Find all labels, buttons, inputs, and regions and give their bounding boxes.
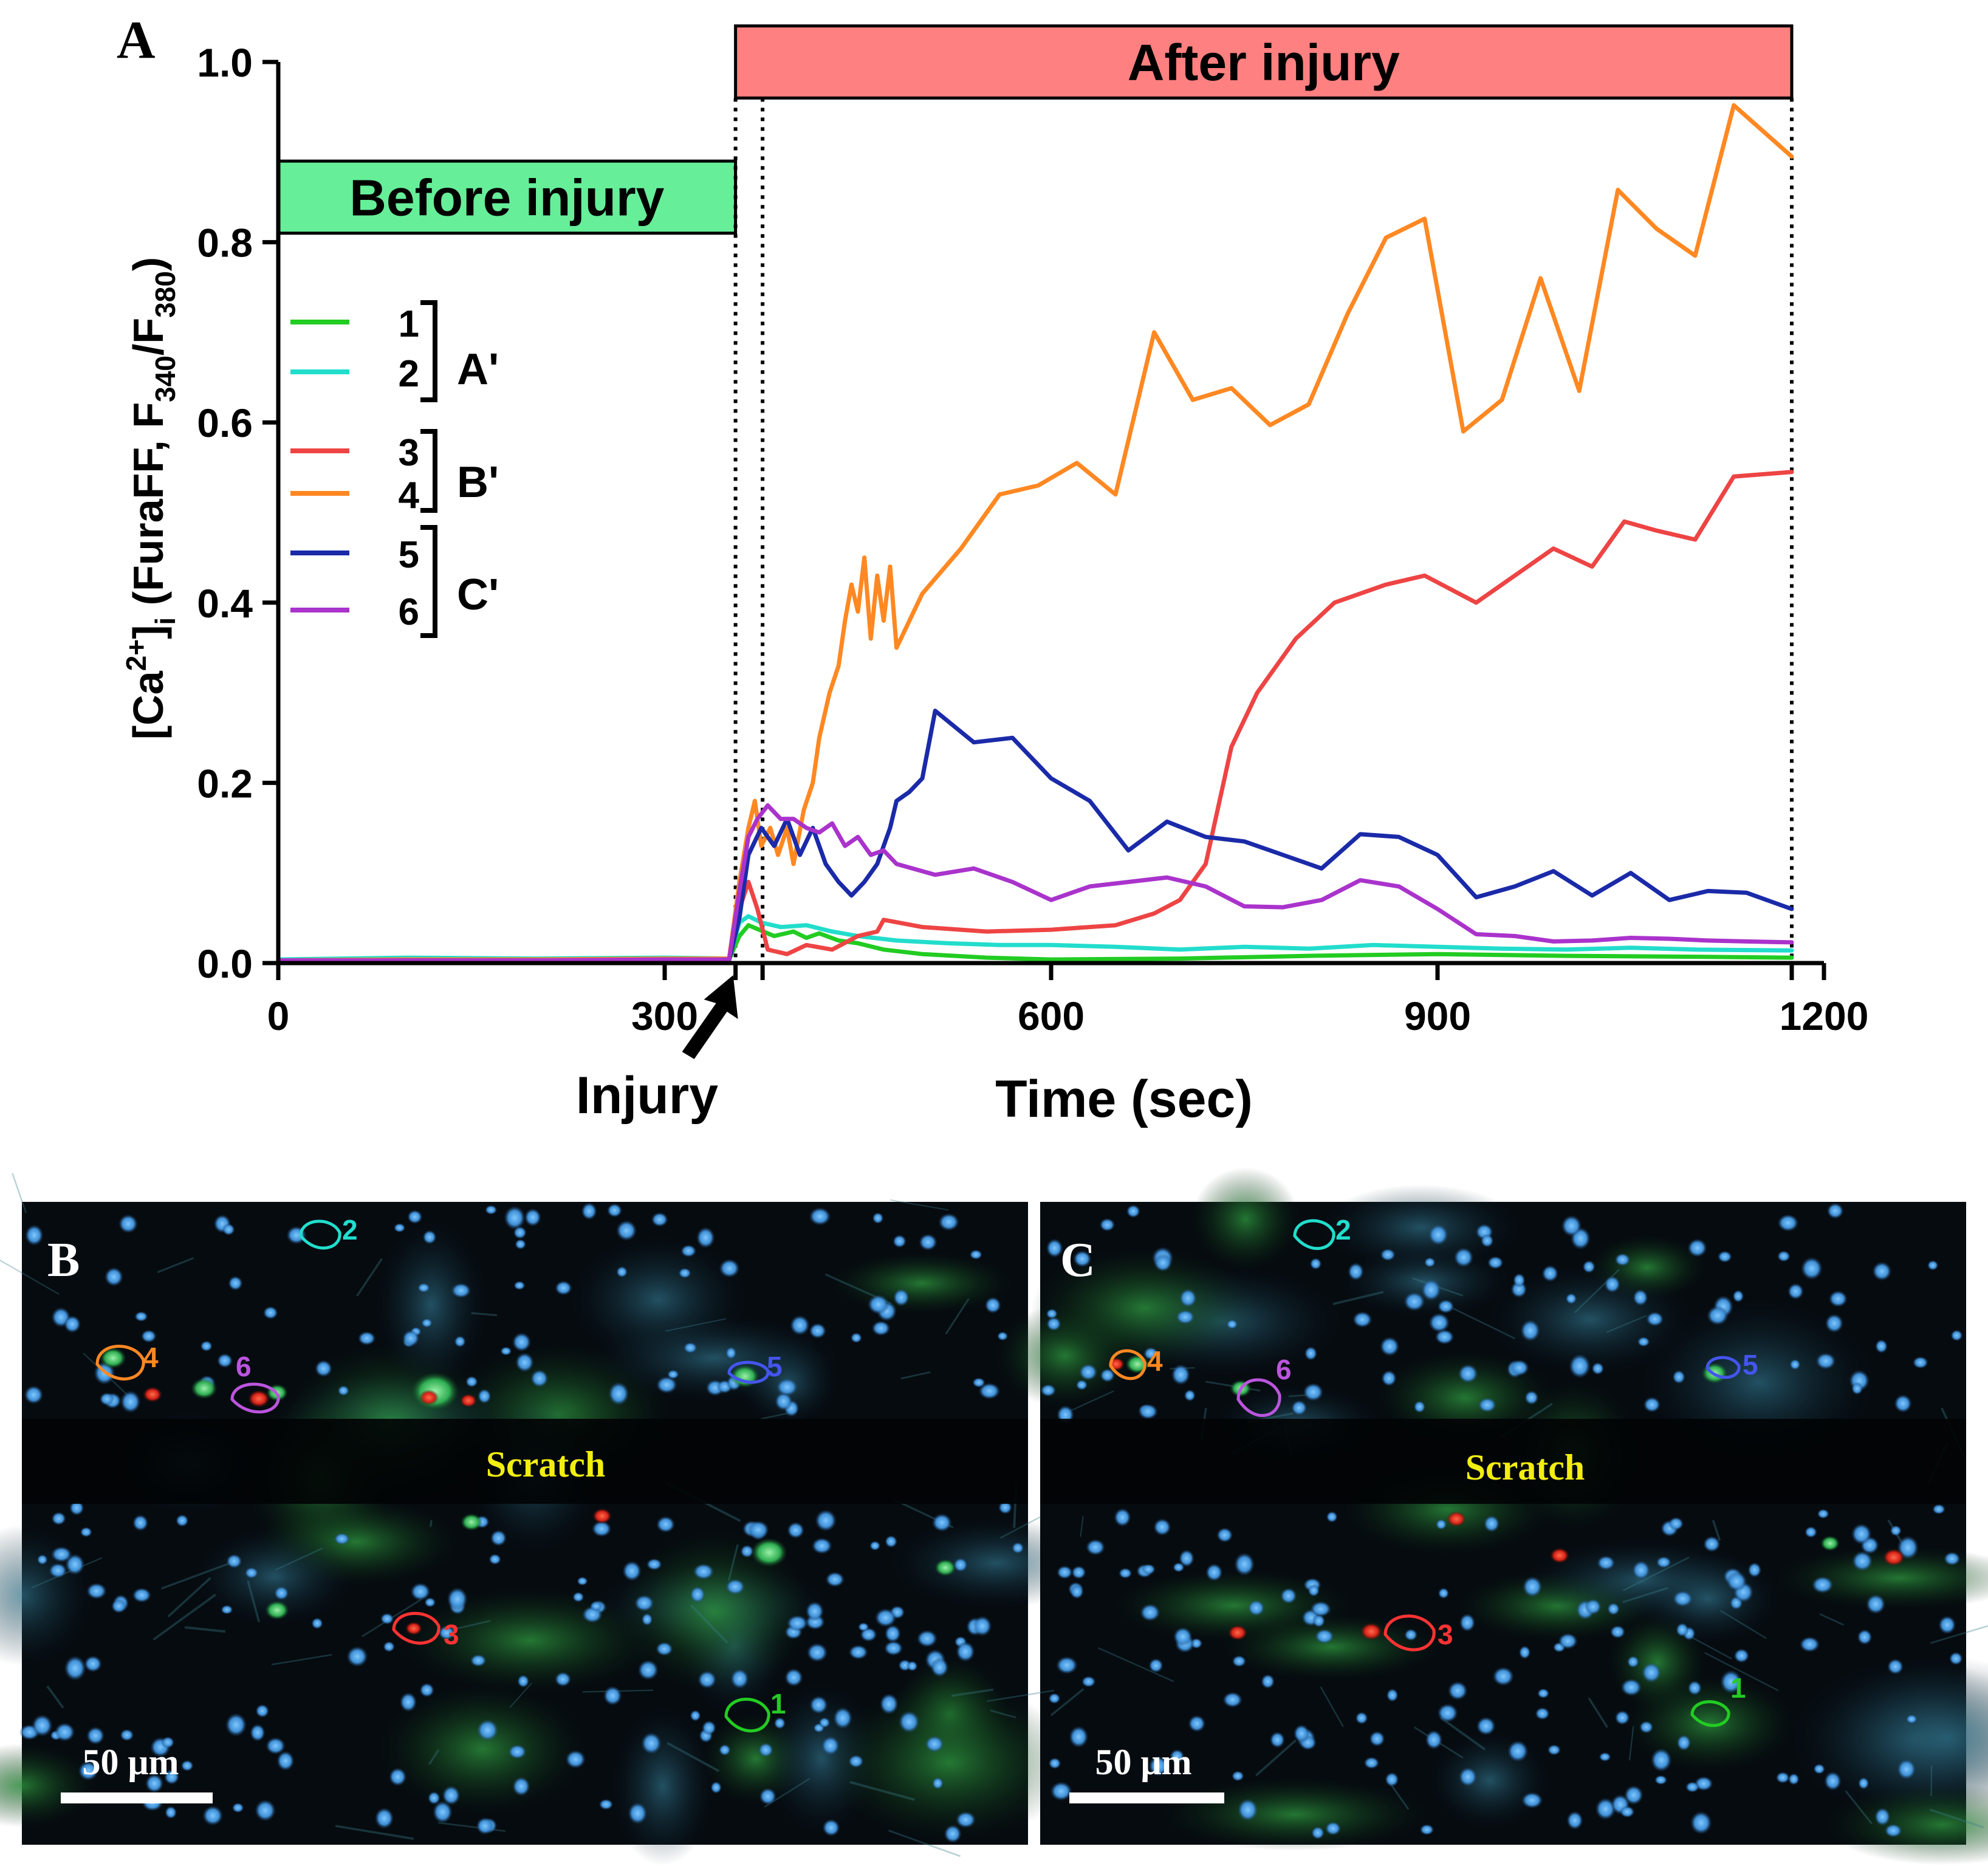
panel-label-a: A (117, 11, 156, 70)
x-axis-label: Time (sec) (995, 1070, 1253, 1128)
y-tick-label: 0.8 (197, 221, 253, 266)
legend-group-bracket (420, 525, 437, 638)
roi-3-outline (392, 1611, 440, 1645)
roi-5-label: 5 (767, 1351, 783, 1382)
phase-boxes: Before injury After injury (276, 24, 1794, 235)
scratch-band (1040, 1419, 1966, 1504)
roi-4-label: 4 (1147, 1345, 1163, 1377)
injury-label: Injury (576, 1066, 718, 1125)
roi-2-label: 2 (1335, 1214, 1351, 1246)
scale-bar-c (1069, 1792, 1224, 1803)
legend-group-bracket (420, 300, 437, 402)
y-tick-label: 0.2 (197, 761, 253, 806)
roi-5-outline (1705, 1356, 1741, 1379)
after-injury-label: After injury (1128, 34, 1400, 91)
series-4-line (276, 103, 1794, 963)
series-5-line (276, 708, 1794, 964)
before-injury-label: Before injury (349, 169, 664, 226)
legend-entry-5: 5 (399, 534, 419, 576)
roi-1-label: 1 (770, 1688, 786, 1720)
micrograph-before: 1 2 3 4 5 6 B Scratch 50 μm (0, 1173, 1103, 1866)
series-2-line (276, 914, 1794, 962)
scratch-label-c: Scratch (1465, 1447, 1585, 1487)
x-tick-label: 0 (267, 993, 290, 1038)
roi-4-outline (1109, 1349, 1147, 1381)
after-injury-box (734, 24, 1794, 100)
panel-label-b: B (47, 1233, 80, 1287)
legend-group-label: A' (457, 345, 499, 394)
roi-5-label: 5 (1743, 1349, 1758, 1381)
panel-label-c: C (1060, 1233, 1095, 1287)
axes: 0.0 0.2 0.4 0.6 0.8 1.0 0 300 600 900 1200 (197, 40, 1868, 1038)
series-3-line (276, 470, 1794, 963)
injury-annotation: Injury (576, 975, 738, 1125)
x-tick-label: 600 (1018, 993, 1085, 1038)
y-tick-label: 0.4 (197, 581, 253, 626)
roi-3-outline (1383, 1614, 1436, 1652)
roi-6-outline (230, 1382, 280, 1414)
dotted-time-markers (733, 98, 1794, 963)
y-tick-label: 0.0 (197, 941, 253, 986)
y-tick-label: 1.0 (197, 40, 253, 85)
scale-bar-b (61, 1792, 213, 1803)
roi-4-label: 4 (143, 1342, 159, 1373)
roi-6-label: 6 (236, 1351, 252, 1382)
x-tick-label: 300 (631, 993, 698, 1038)
roi-3-label: 3 (444, 1619, 459, 1650)
calcium-chart: Before injury After injury 0.00.20.40.60… (120, 24, 1868, 1128)
roi-3-label: 3 (1438, 1619, 1453, 1650)
legend-group-label: B' (457, 458, 499, 507)
roi-2-outline (299, 1219, 341, 1250)
legend-entry-2: 2 (399, 353, 419, 395)
scale-label-b: 50 μm (83, 1742, 179, 1782)
roi-6-outline (1236, 1378, 1281, 1418)
roi-1-outline (1690, 1700, 1730, 1727)
scale-label-c: 50 μm (1095, 1742, 1192, 1782)
x-tick-label: 1200 (1780, 993, 1869, 1038)
legend: 1 2 34 5 6 A' B' C' (290, 300, 499, 638)
roi-2-label: 2 (342, 1214, 358, 1246)
legend-entry-1: 1 (399, 303, 419, 345)
series-lines (276, 103, 1794, 964)
roi-2-outline (1293, 1219, 1335, 1250)
y-axis-label: [Ca2+]i (FuraFF, F340/F380) (120, 257, 181, 739)
legend-entry-3: 3 (399, 432, 419, 474)
legend-entry-4: 4 (399, 475, 420, 516)
scratch-label-b: Scratch (486, 1444, 606, 1484)
x-tick-label: 900 (1404, 993, 1471, 1038)
legend-group-label: C' (457, 571, 499, 619)
series-6-line (276, 803, 1794, 963)
roi-5-outline (727, 1360, 770, 1384)
y-tick-label: 0.6 (197, 400, 253, 445)
injury-arrow (682, 975, 738, 1059)
roi-1-label: 1 (1730, 1672, 1746, 1704)
legend-entry-6: 6 (399, 591, 419, 633)
scratch-band (22, 1419, 1028, 1504)
roi-6-label: 6 (1276, 1354, 1292, 1385)
micrograph-after: 1 2 3 4 5 6 C Scratch 50 μm (987, 1167, 1988, 1865)
roi-4-outline (95, 1345, 145, 1381)
roi-1-outline (724, 1698, 770, 1733)
legend-group-bracket (420, 429, 437, 513)
